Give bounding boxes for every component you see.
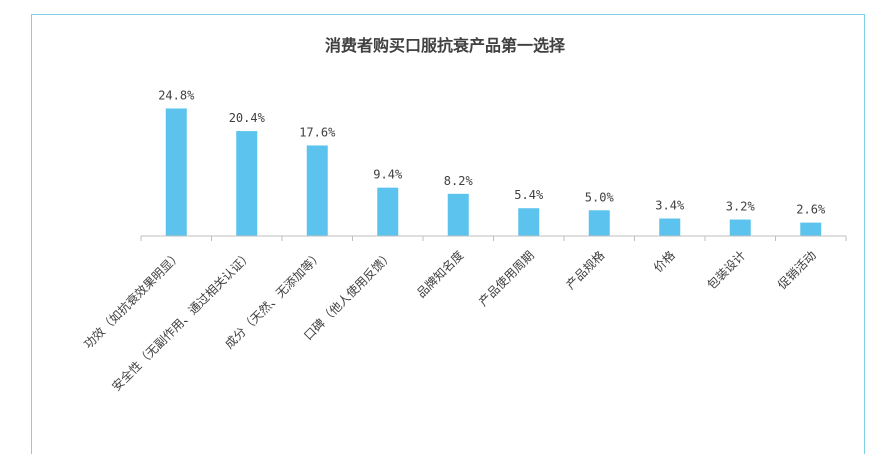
bar-7 [588, 210, 610, 236]
data-label-2: 20.4% [229, 111, 266, 125]
category-label-2: 安全性（无副作用、通过相关认证） [108, 248, 254, 394]
bar-10 [800, 222, 822, 236]
category-label-9: 包装设计 [705, 248, 749, 292]
bar-8 [659, 218, 681, 236]
category-label-10: 促销活动 [775, 248, 819, 292]
data-label-6: 5.4% [514, 188, 544, 202]
bar-4 [377, 187, 399, 236]
data-label-7: 5.0% [585, 190, 615, 204]
bar-chart: 24.8% 20.4% 17.6% 9.4% 8.2% 5.4% 5.0% 3.4% 3.2% 2… [80, 88, 847, 394]
bar-5 [447, 193, 469, 236]
data-label-4: 9.4% [373, 168, 403, 182]
bar-2 [236, 131, 258, 236]
category-label-6: 产品使用周期 [475, 248, 537, 310]
data-label-3: 17.6% [299, 125, 336, 139]
data-label-10: 2.6% [796, 203, 826, 217]
data-label-9: 3.2% [726, 200, 756, 214]
data-label-8: 3.4% [655, 199, 685, 213]
chart-title: 消费者购买口服抗衰产品第一选择 [324, 36, 565, 55]
bar-6 [518, 208, 540, 236]
bar-9 [729, 219, 751, 236]
category-label-8: 价格 [650, 248, 678, 276]
category-label-7: 产品规格 [563, 248, 608, 293]
bar-3 [306, 145, 328, 236]
category-label-5: 品牌知名度 [413, 248, 466, 301]
data-label-5: 8.2% [444, 174, 474, 188]
bar-1 [165, 108, 187, 236]
data-label-1: 24.8% [158, 88, 195, 102]
